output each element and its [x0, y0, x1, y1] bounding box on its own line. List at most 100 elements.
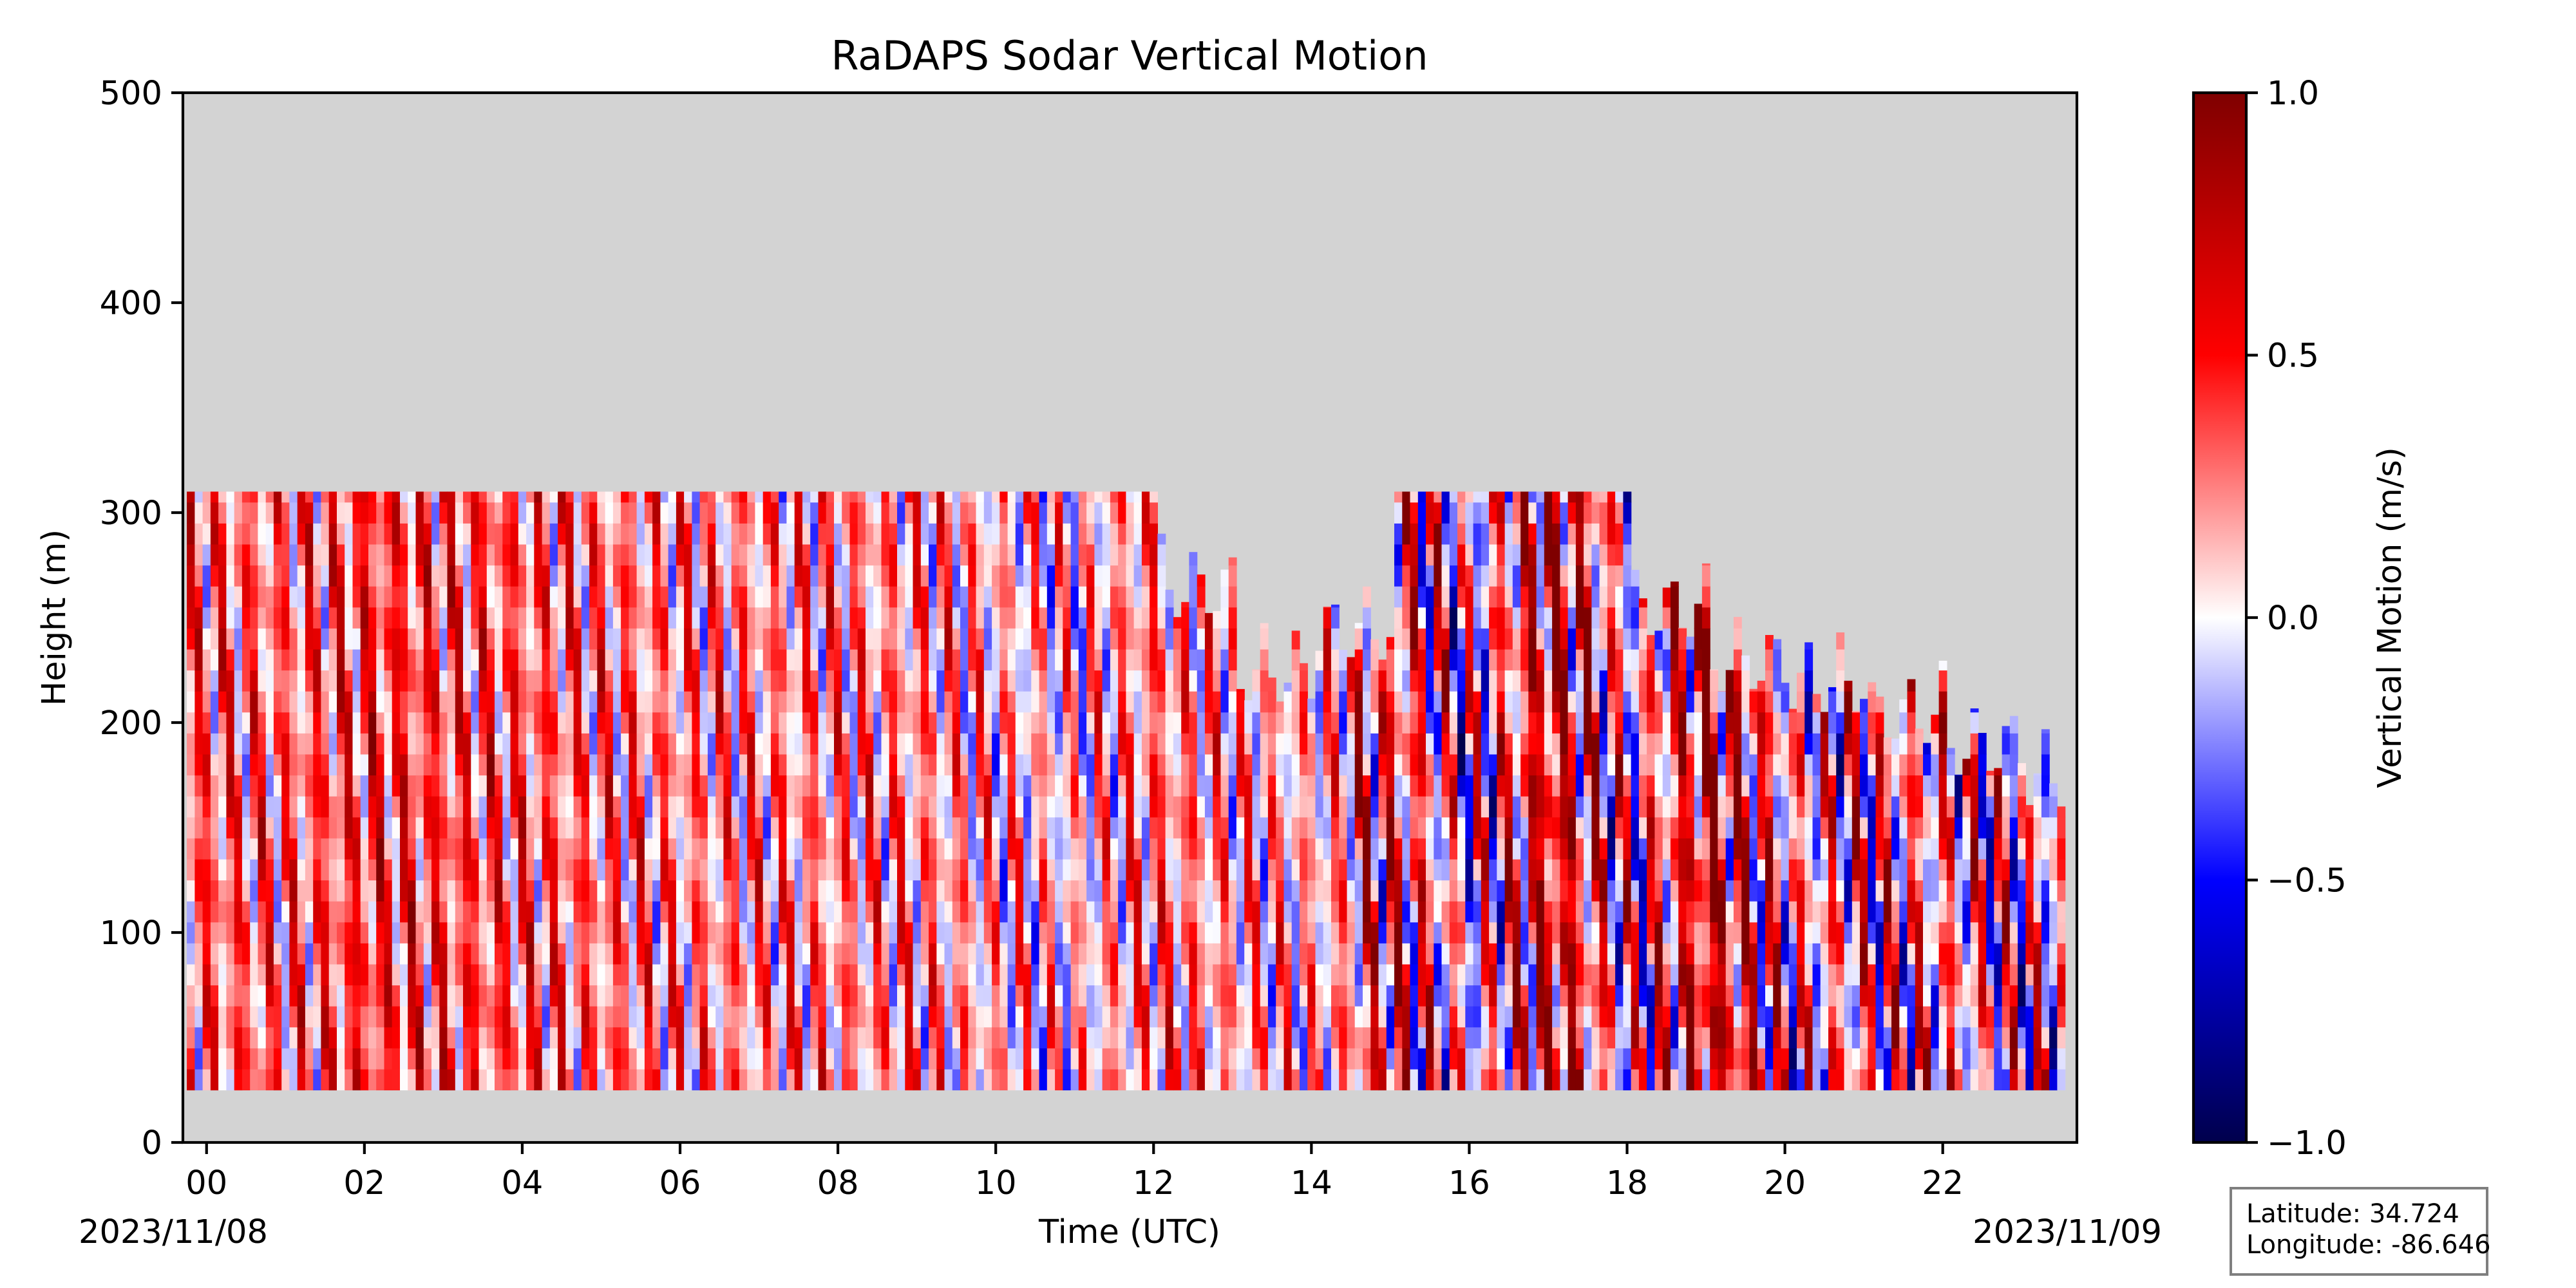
heatmap-cell-2889 [968, 691, 977, 713]
heatmap-cell-4792 [1544, 1048, 1553, 1070]
heatmap-cell-4687 [1512, 817, 1521, 838]
heatmap-cell-3968 [1291, 796, 1300, 818]
heatmap-cell-1617 [621, 607, 629, 629]
heatmap-cell-4458 [1449, 753, 1458, 776]
heatmap-cell-2665 [905, 523, 914, 545]
heatmap-cell-4949 [1584, 796, 1592, 818]
heatmap-cell-604 [345, 565, 354, 587]
heatmap-cell-4096 [1339, 858, 1348, 881]
heatmap-cell-2714 [920, 712, 929, 734]
heatmap-cell-3705 [1197, 775, 1206, 797]
heatmap-cell-3636 [1173, 691, 1182, 713]
heatmap-cell-2456 [849, 649, 858, 671]
heatmap-cell-4773 [1536, 838, 1545, 860]
heatmap-cell-2563 [881, 838, 890, 860]
heatmap-cell-3034 [1007, 691, 1016, 713]
heatmap-cell-1093 [478, 649, 488, 671]
heatmap-cell-4971 [1591, 943, 1600, 965]
heatmap-cell-1809 [676, 838, 685, 860]
heatmap-cell-3090 [1023, 733, 1032, 755]
heatmap-cell-2836 [952, 586, 961, 608]
heatmap-cell-48 [194, 670, 204, 692]
heatmap-cell-2497 [866, 1006, 874, 1028]
heatmap-cell-723 [376, 502, 385, 524]
heatmap-cell-3482 [1133, 1027, 1142, 1048]
heatmap-cell-97 [210, 858, 219, 881]
heatmap-cell-161 [226, 733, 235, 755]
heatmap-cell-2486 [857, 628, 866, 650]
heatmap-cell-1440 [573, 670, 582, 692]
heatmap-cell-2790 [944, 943, 953, 965]
heatmap-cell-168 [226, 586, 235, 608]
heatmap-cell-1863 [692, 922, 701, 943]
heatmap-cell-3107 [1031, 985, 1040, 1007]
heatmap-cell-2759 [936, 985, 945, 1007]
heatmap-cell-3853 [1252, 1048, 1261, 1070]
heatmap-cell-3155 [1039, 586, 1048, 608]
heatmap-cell-2847 [960, 963, 969, 986]
heatmap-cell-1060 [471, 733, 480, 755]
heatmap-cell-3803 [1228, 733, 1237, 755]
heatmap-cell-2591 [889, 858, 898, 881]
heatmap-cell-736 [384, 838, 393, 860]
heatmap-cell-883 [423, 796, 432, 818]
heatmap-cell-555 [337, 985, 345, 1007]
heatmap-cell-2239 [794, 943, 803, 965]
heatmap-cell-4519 [1465, 691, 1474, 713]
heatmap-cell-2200 [779, 544, 788, 566]
heatmap-cell-2903 [976, 1006, 985, 1028]
heatmap-cell-4452 [1449, 880, 1458, 902]
heatmap-cell-2482 [857, 712, 866, 734]
heatmap-cell-2340 [818, 649, 827, 671]
heatmap-cell-938 [439, 858, 448, 881]
heatmap-cell-1503 [589, 565, 598, 587]
heatmap-cell-1045 [471, 1048, 480, 1070]
heatmap-cell-3698 [1197, 922, 1206, 943]
heatmap-cell-3248 [1070, 1068, 1079, 1091]
heatmap-cell-2256 [794, 586, 803, 608]
heatmap-cell-2090 [755, 1027, 764, 1048]
heatmap-cell-586 [345, 943, 354, 965]
heatmap-cell-636 [352, 502, 361, 524]
heatmap-cell-1104 [486, 1027, 495, 1048]
heatmap-cell-664 [360, 523, 369, 545]
heatmap-cell-2818 [952, 963, 961, 986]
heatmap-cell-3571 [1157, 985, 1166, 1007]
heatmap-cell-1650 [629, 523, 638, 545]
heatmap-cell-4526 [1465, 544, 1474, 566]
heatmap-cell-4163 [1363, 817, 1371, 838]
heatmap-cell-2734 [929, 901, 937, 923]
heatmap-cell-2857 [960, 753, 969, 776]
heatmap-cell-244 [250, 817, 259, 838]
heatmap-cell-2447 [849, 838, 858, 860]
heatmap-cell-1389 [558, 523, 566, 545]
heatmap-cell-1250 [526, 1006, 535, 1028]
heatmap-cell-458 [305, 586, 314, 608]
heatmap-cell-3553 [1150, 753, 1158, 776]
heatmap-cell-1538 [605, 1048, 614, 1070]
heatmap-cell-3827 [1236, 775, 1245, 797]
heatmap-cell-4042 [1323, 985, 1332, 1007]
heatmap-cell-3587 [1157, 649, 1166, 671]
heatmap-cell-1303 [534, 502, 543, 524]
heatmap-cell-3486 [1133, 943, 1142, 965]
heatmap-cell-4720 [1520, 733, 1529, 755]
heatmap-cell-3862 [1252, 858, 1261, 881]
heatmap-cell-3447 [1118, 544, 1126, 566]
heatmap-cell-301 [265, 838, 274, 860]
heatmap-cell-2753 [929, 502, 937, 524]
heatmap-cell-569 [337, 691, 345, 713]
heatmap-cell-4961 [1584, 544, 1592, 566]
heatmap-cell-3839 [1244, 943, 1253, 965]
heatmap-cell-3522 [1141, 796, 1150, 818]
heatmap-cell-4988 [1591, 586, 1600, 608]
heatmap-cell-1891 [699, 943, 708, 965]
heatmap-cell-1350 [549, 733, 558, 755]
heatmap-cell-1381 [558, 691, 566, 713]
heatmap-cell-2024 [731, 586, 740, 608]
heatmap-cell-1470 [581, 649, 590, 671]
heatmap-cell-755 [392, 1048, 401, 1070]
heatmap-cell-80 [202, 607, 211, 629]
heatmap-cell-1775 [668, 943, 677, 965]
heatmap-cell-1240 [518, 607, 527, 629]
